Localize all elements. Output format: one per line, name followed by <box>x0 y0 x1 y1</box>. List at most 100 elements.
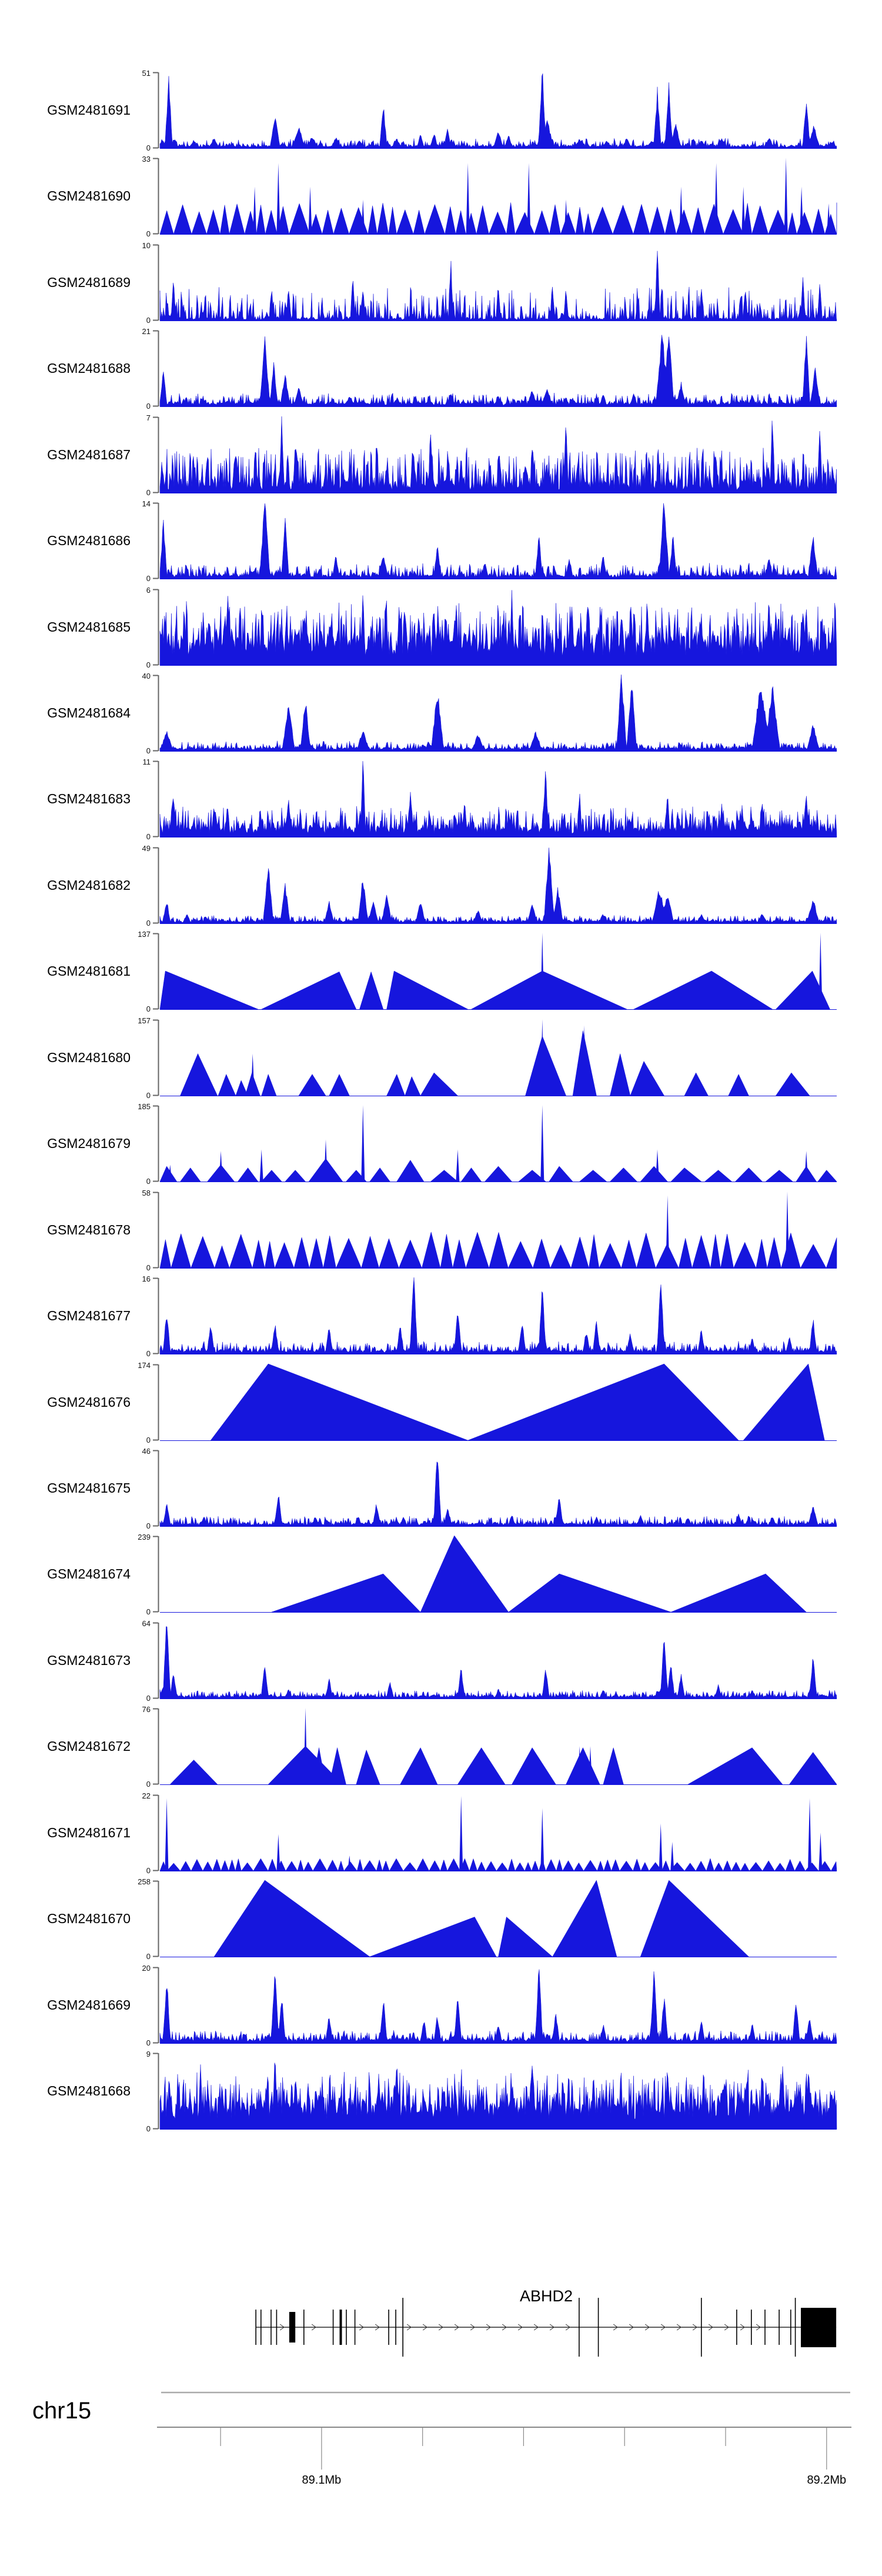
y-axis-zero-label: 0 <box>146 1694 151 1703</box>
track-label: GSM2481678 <box>47 1222 131 1237</box>
y-axis-zero-label: 0 <box>146 1780 151 1788</box>
y-axis-zero-label: 0 <box>146 1091 151 1100</box>
y-axis: 58 0 <box>142 1189 159 1272</box>
coverage-plot <box>159 761 837 838</box>
y-axis: 22 0 <box>142 1791 159 1875</box>
track-label: GSM2481670 <box>47 1911 131 1926</box>
y-axis-max-label: 21 <box>142 327 151 336</box>
signal-track-row: GSM2481668 9 0 <box>0 2050 882 2135</box>
coverage-plot <box>159 503 837 580</box>
signal-track-row: GSM2481683 11 0 <box>0 758 882 843</box>
track-label: GSM2481673 <box>47 1652 131 1668</box>
y-axis-zero-label: 0 <box>146 1607 151 1616</box>
track-label: GSM2481677 <box>47 1308 131 1323</box>
strand-arrow-icon <box>676 2324 682 2331</box>
y-axis-max-label: 46 <box>142 1447 151 1456</box>
gene-model <box>255 2298 837 2357</box>
y-axis: 60 <box>146 586 159 669</box>
gene-and-ruler-plot: ABHD2 chr15 89.1Mb 89.2Mb <box>32 2287 851 2487</box>
y-axis: 137 0 <box>138 930 159 1013</box>
y-axis-zero-label: 0 <box>146 574 151 583</box>
y-axis: 239 0 <box>138 1533 159 1616</box>
track-label: GSM2481685 <box>47 619 131 635</box>
strand-arrow-icon <box>406 2324 412 2331</box>
y-axis-zero-label: 0 <box>146 488 151 497</box>
coverage-plot <box>159 1796 837 1871</box>
y-axis-zero-label: 0 <box>146 660 151 669</box>
strand-arrow-icon <box>613 2324 619 2331</box>
strand-arrow-icon <box>629 2324 634 2331</box>
track-label: GSM2481688 <box>47 361 131 376</box>
gene-annotation-area: ABHD2 chr15 89.1Mb 89.2Mb <box>0 2282 882 2576</box>
track-label: GSM2481682 <box>47 877 131 893</box>
signal-track-row: GSM2481689 10 0 <box>0 241 882 326</box>
y-axis-max-label: 10 <box>142 241 151 250</box>
coverage-plot <box>160 1019 837 1096</box>
y-axis-zero-label: 0 <box>146 746 151 755</box>
coverage-plot <box>159 847 837 924</box>
strand-arrow-icon <box>660 2324 666 2331</box>
y-axis: 46 0 <box>142 1447 159 1530</box>
terminal-exon-box <box>801 2308 837 2347</box>
coverage-plot <box>159 158 837 235</box>
y-axis-zero-label: 0 <box>146 1349 151 1358</box>
track-label: GSM2481674 <box>47 1566 131 1582</box>
y-axis-zero-label: 0 <box>146 144 151 152</box>
y-axis-max-label: 258 <box>138 1877 151 1886</box>
y-axis-max-label: 239 <box>138 1533 151 1541</box>
signal-track-row: GSM2481685 6 0 <box>0 586 882 671</box>
coverage-plot <box>159 1277 837 1354</box>
coverage-plot <box>159 674 837 752</box>
track-label: GSM2481683 <box>47 791 131 807</box>
y-axis: 51 0 <box>142 69 159 152</box>
y-axis-zero-label: 0 <box>146 1866 151 1875</box>
y-axis-zero-label: 0 <box>146 402 151 411</box>
y-axis-max-label: 76 <box>142 1705 151 1714</box>
y-axis-zero-label: 0 <box>146 316 151 325</box>
track-label: GSM2481671 <box>47 1824 131 1840</box>
y-axis-zero-label: 0 <box>146 1521 151 1530</box>
signal-track-row: GSM2481686 14 0 <box>0 499 882 585</box>
signal-track-row: GSM2481691 51 0 <box>0 69 882 154</box>
coverage-plot <box>159 589 837 666</box>
track-label: GSM2481679 <box>47 1136 131 1152</box>
y-axis: 11 0 <box>143 758 159 841</box>
signal-track-row: GSM2481671 22 0 <box>0 1791 882 1877</box>
y-axis: 70 <box>146 413 159 497</box>
strand-arrow-icon <box>279 2324 285 2331</box>
coverage-plot <box>160 1708 837 1786</box>
signal-track-row: GSM2481675 46 0 <box>0 1447 882 1532</box>
coverage-plot <box>159 335 837 408</box>
strand-arrow-icon <box>502 2324 507 2331</box>
track-label: GSM2481669 <box>47 1997 131 2013</box>
y-axis-zero-label: 0 <box>146 2124 151 2133</box>
coverage-plot <box>160 1535 837 1613</box>
y-axis-max-label: 185 <box>138 1102 151 1111</box>
y-axis-max-label: 174 <box>138 1361 151 1370</box>
signal-track-row: GSM2481674 239 0 <box>0 1533 882 1618</box>
y-axis-zero-label: 0 <box>146 919 151 927</box>
strand-arrow-icon <box>708 2324 714 2331</box>
y-axis-zero-label: 0 <box>146 1005 151 1013</box>
y-axis: 49 0 <box>142 844 159 927</box>
y-axis-max-label: 40 <box>142 672 151 680</box>
coverage-plot <box>159 416 837 493</box>
track-label: GSM2481689 <box>47 274 131 290</box>
y-axis-max-label: 137 <box>138 930 151 939</box>
signal-track-row: GSM2481684 40 0 <box>0 672 882 757</box>
signal-track-row: GSM2481687 7 0 <box>0 413 882 499</box>
y-axis: 90 <box>146 2050 159 2133</box>
y-axis-zero-label: 0 <box>146 1436 151 1444</box>
signal-track-row: GSM2481679 185 0 <box>0 1102 882 1187</box>
strand-arrow-icon <box>311 2324 317 2331</box>
track-label: GSM2481690 <box>47 188 131 204</box>
y-axis: 33 0 <box>142 155 159 238</box>
strand-arrow-icon <box>724 2324 730 2331</box>
y-axis-max-label: 22 <box>142 1791 151 1800</box>
strand-arrow-icon <box>533 2324 539 2331</box>
y-axis-max-label: 20 <box>142 1964 151 1973</box>
track-label: GSM2481672 <box>47 1739 131 1754</box>
exon-box <box>289 2312 296 2343</box>
coverage-plot <box>159 1461 837 1527</box>
signal-track-row: GSM2481690 33 0 <box>0 155 882 240</box>
